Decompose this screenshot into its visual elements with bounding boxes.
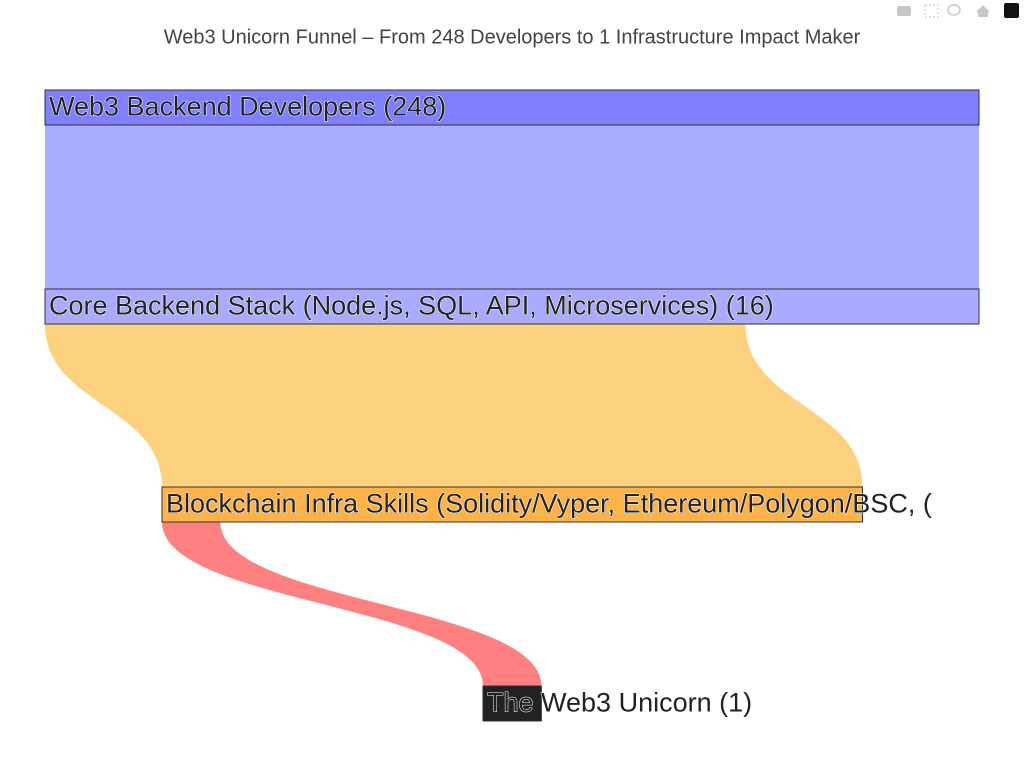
home-icon[interactable] [976,5,990,17]
modebar [897,3,1019,18]
link [162,522,542,686]
nodes: Web3 Backend Developers (248) Core Backen… [44,89,980,722]
plotly-logo[interactable] [1004,3,1019,18]
camera-icon[interactable] [897,6,911,16]
node-label: Blockchain Infra Skills (Solidity/Vyper,… [166,489,932,519]
link [45,125,979,289]
link [45,324,863,487]
node [44,89,980,126]
links [45,125,979,686]
node [482,685,542,722]
chart-title: Web3 Unicorn Funnel – From 248 Developer… [164,26,861,48]
node [44,288,980,325]
node [161,486,863,523]
node-label: Core Backend Stack (Node.js, SQL, API, M… [49,291,774,321]
node-label: The Web3 Unicorn (1) [487,688,752,718]
lasso-icon[interactable] [947,4,961,16]
node-label: Web3 Backend Developers (248) [49,92,446,122]
select-icon[interactable] [924,4,939,18]
